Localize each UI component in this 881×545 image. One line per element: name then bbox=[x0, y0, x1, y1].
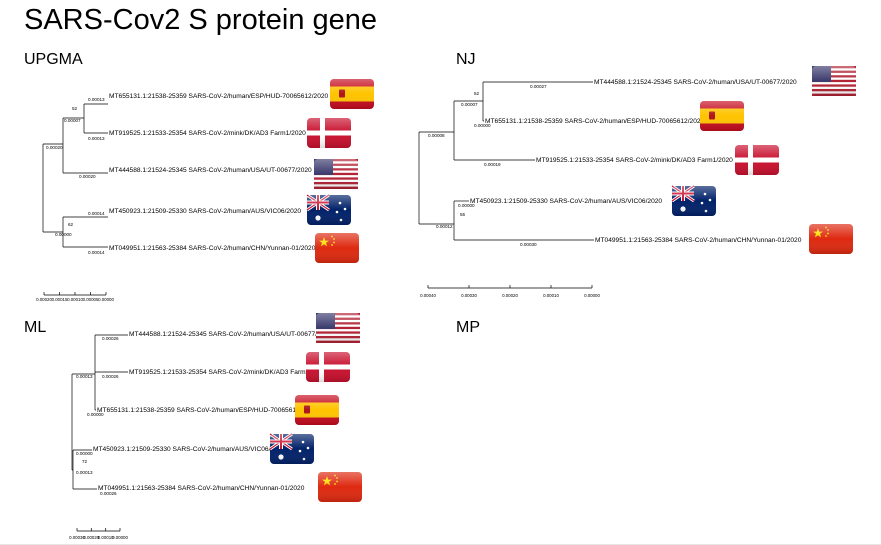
denmark-flag-icon bbox=[735, 145, 779, 175]
upgma-bootstrap: 52 bbox=[72, 106, 78, 111]
nj-branch-length: 0.00019 bbox=[484, 162, 501, 167]
upgma-scale-label: 0.00000 bbox=[98, 297, 114, 302]
ml-branch-length: 0.00013 bbox=[76, 374, 93, 379]
upgma-tree: MT655131.1:21538-25359 SARS-CoV-2/human/… bbox=[36, 79, 374, 302]
ml-leaf-2: MT919525.1:21533-25354 SARS-CoV-2/mink/D… bbox=[129, 369, 326, 376]
ml-leaf-4: MT450923.1:21509-25330 SARS-CoV-2/human/… bbox=[93, 446, 285, 453]
upgma-scale-label: 0.00010 bbox=[67, 297, 83, 302]
nj-leaf-3: MT919525.1:21533-25354 SARS-CoV-2/mink/D… bbox=[536, 157, 733, 164]
china-flag-icon bbox=[809, 224, 853, 254]
ml-scale-label: 0.00030 bbox=[69, 535, 85, 540]
australia-flag-icon bbox=[268, 432, 316, 466]
upgma-leaf-3: MT444588.1:21524-25345 SARS-CoV-2/human/… bbox=[109, 167, 312, 174]
upgma-branch-length: 0.00014 bbox=[88, 211, 105, 216]
nj-branch-length: 0.00000 bbox=[474, 123, 491, 128]
upgma-scale-label: 0.00020 bbox=[36, 297, 52, 302]
ml-label: ML bbox=[24, 319, 47, 336]
nj-leaf-4: MT450923.1:21509-25330 SARS-CoV-2/human/… bbox=[470, 198, 662, 205]
ml-scale-label: 0.00010 bbox=[98, 535, 114, 540]
china-flag-icon bbox=[318, 472, 362, 502]
upgma-scale-label: 0.00005 bbox=[83, 297, 99, 302]
ml-branch-length: 0.00026 bbox=[100, 491, 117, 496]
nj-label: NJ bbox=[456, 51, 476, 68]
nj-leaf-1: MT444588.1:21524-25345 SARS-CoV-2/human/… bbox=[594, 79, 797, 86]
nj-leaf-5: MT049951.1:21563-25384 SARS-CoV-2/human/… bbox=[595, 237, 802, 244]
upgma-branch-length: 0.00014 bbox=[88, 250, 105, 255]
spain-flag-icon bbox=[295, 395, 339, 425]
nj-branch-length: 0.00027 bbox=[530, 84, 547, 89]
nj-bootstrap: 52 bbox=[474, 91, 480, 96]
upgma-branch-length: 0.00020 bbox=[79, 174, 96, 179]
spain-flag-icon bbox=[700, 101, 744, 131]
nj-scale-label: 0.00000 bbox=[584, 293, 600, 298]
ml-leaf-1: MT444588.1:21524-25345 SARS-CoV-2/human/… bbox=[129, 331, 332, 338]
ml-branch-length: 0.00026 bbox=[102, 336, 119, 341]
nj-branch-length: 0.00007 bbox=[461, 102, 478, 107]
upgma-label: UPGMA bbox=[24, 51, 83, 68]
nj-tree: MT444588.1:21524-25345 SARS-CoV-2/human/… bbox=[418, 66, 856, 298]
upgma-leaf-2: MT919525.1:21533-25354 SARS-CoV-2/mink/D… bbox=[109, 130, 306, 137]
nj-scale-label: 0.00030 bbox=[461, 293, 477, 298]
ml-bootstrap: 72 bbox=[82, 459, 88, 464]
upgma-scale-label: 0.00015 bbox=[52, 297, 68, 302]
nj-scale-label: 0.00010 bbox=[543, 293, 559, 298]
nj-branch-length: 0.00000 bbox=[458, 203, 475, 208]
ml-leaf-3: MT655131.1:21538-25359 SARS-CoV-2/human/… bbox=[97, 407, 317, 414]
upgma-branch-length: 0.00013 bbox=[88, 97, 105, 102]
upgma-leaf-4: MT450923.1:21509-25330 SARS-CoV-2/human/… bbox=[109, 208, 301, 215]
ml-branch-length: 0.00013 bbox=[76, 470, 93, 475]
ml-branch-length: 0.00000 bbox=[76, 451, 93, 456]
nj-scale-label: 0.00020 bbox=[502, 293, 518, 298]
usa-flag-icon bbox=[316, 313, 360, 343]
slide-title: SARS-Cov2 S protein gene bbox=[24, 4, 378, 36]
nj-branch-length: 0.00030 bbox=[520, 242, 537, 247]
upgma-branch-length: 0.00000 bbox=[55, 232, 72, 237]
ml-leaf-5: MT049951.1:21563-25384 SARS-CoV-2/human/… bbox=[98, 485, 305, 492]
ml-branch-length: 0.00000 bbox=[87, 412, 104, 417]
upgma-branch-length: 0.00013 bbox=[88, 136, 105, 141]
upgma-bootstrap: 62 bbox=[68, 222, 74, 227]
mp-label: MP bbox=[456, 319, 480, 336]
nj-leaf-2: MT655131.1:21538-25359 SARS-CoV-2/human/… bbox=[485, 118, 705, 125]
denmark-flag-icon bbox=[306, 352, 350, 382]
upgma-leaf-1: MT655131.1:21538-25359 SARS-CoV-2/human/… bbox=[109, 93, 329, 100]
nj-bootstrap: 55 bbox=[460, 212, 466, 217]
upgma-leaf-5: MT049951.1:21563-25384 SARS-CoV-2/human/… bbox=[109, 245, 316, 252]
australia-flag-icon bbox=[670, 184, 718, 218]
nj-branch-length: 0.00008 bbox=[428, 133, 445, 138]
ml-scale-label: 0.00020 bbox=[83, 535, 99, 540]
ml-scale-label: 0.00000 bbox=[112, 535, 128, 540]
nj-scale-label: 0.00040 bbox=[420, 293, 436, 298]
upgma-branch-length: 0.00007 bbox=[64, 118, 81, 123]
upgma-branch-length: 0.00020 bbox=[46, 145, 63, 150]
nj-branch-length: 0.00012 bbox=[436, 224, 453, 229]
ml-branch-length: 0.00026 bbox=[102, 374, 119, 379]
ml-tree: MT444588.1:21524-25345 SARS-CoV-2/human/… bbox=[69, 313, 362, 540]
usa-flag-icon bbox=[812, 66, 856, 96]
